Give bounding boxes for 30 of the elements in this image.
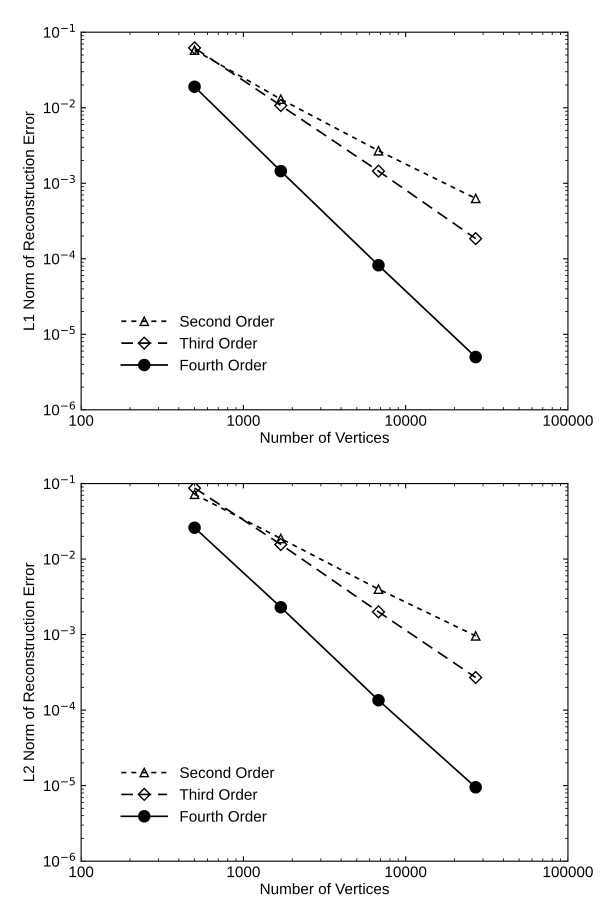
y-axis-title: L2 Norm of Reconstruction Error xyxy=(23,562,34,782)
legend-label: Second Order xyxy=(180,766,274,778)
y-tick-label: 10$^{−1}$ xyxy=(44,24,75,38)
y-tick-label: 10$^{−3}$ xyxy=(44,174,75,189)
y-tick-label: 10$^{−4}$ xyxy=(44,250,76,264)
y-tick-label: 10$^{−6}$ xyxy=(44,852,76,867)
x-tick-label: 100 xyxy=(70,415,94,426)
x-tick-label: 100000 xyxy=(544,415,593,426)
y-axis-title: L1 Norm of Reconstruction Error xyxy=(23,111,34,330)
x-tick-label: 10000 xyxy=(386,866,426,878)
legend-label: Fourth Order xyxy=(180,810,267,822)
legend-label: Third Order xyxy=(180,337,258,349)
x-tick-label: 1000 xyxy=(228,415,260,426)
y-tick-label: 10$^{−6}$ xyxy=(44,401,76,416)
x-tick-label: 1000 xyxy=(228,866,260,878)
x-tick-label: 100 xyxy=(70,866,94,878)
y-tick-label: 10$^{−3}$ xyxy=(44,626,75,640)
legend-label: Third Order xyxy=(180,788,258,800)
x-tick-label: 10000 xyxy=(386,415,426,426)
y-tick-label: 10$^{−4}$ xyxy=(44,702,76,716)
y-tick-label: 10$^{−2}$ xyxy=(44,99,75,114)
x-axis-title: Number of Vertices xyxy=(260,432,389,443)
y-tick-label: 10$^{−5}$ xyxy=(44,326,75,340)
y-tick-label: 10$^{−2}$ xyxy=(44,550,75,565)
x-tick-label: 100000 xyxy=(544,866,593,878)
legend-label: Fourth Order xyxy=(180,359,267,371)
x-axis-title: Number of Vertices xyxy=(260,883,389,894)
y-tick-label: 10$^{−1}$ xyxy=(44,475,75,490)
legend-label: Second Order xyxy=(180,316,274,327)
y-tick-label: 10$^{−5}$ xyxy=(44,777,75,792)
